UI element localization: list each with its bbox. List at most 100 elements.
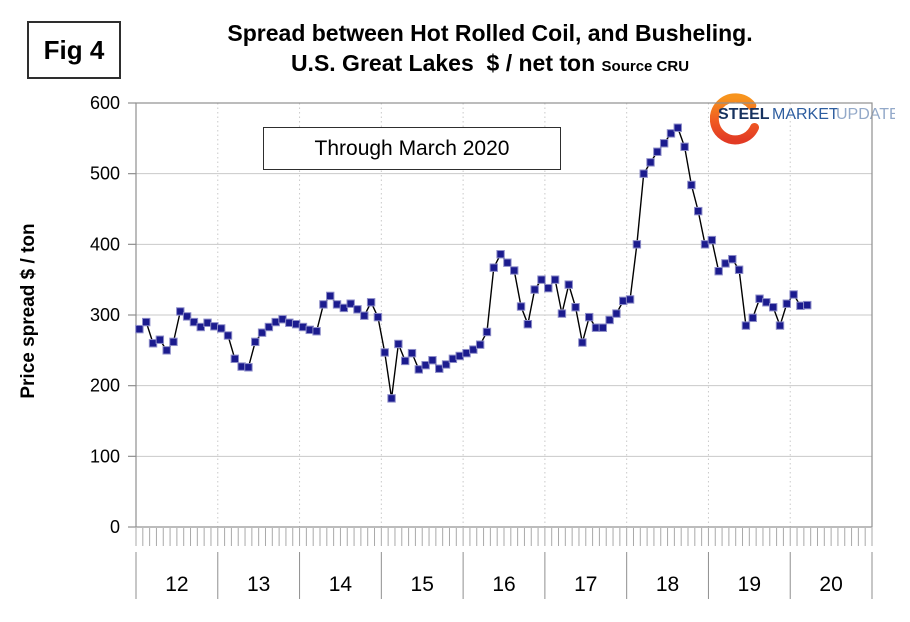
- data-point: [346, 299, 355, 308]
- data-point: [510, 266, 519, 275]
- data-point: [244, 363, 253, 372]
- y-axis-tick-label: 600: [90, 93, 120, 113]
- data-point: [148, 339, 158, 348]
- data-point: [707, 235, 717, 245]
- chart-title: Spread between Hot Rolled Coil, and Bush…: [120, 18, 860, 79]
- data-point: [803, 300, 812, 310]
- data-point: [482, 327, 492, 337]
- logo-ring-icon: [710, 93, 759, 145]
- data-point: [755, 294, 764, 303]
- data-point: [196, 322, 205, 332]
- y-axis-tick-label: 200: [90, 376, 120, 396]
- data-point: [305, 325, 314, 335]
- y-axis-tick-label: 100: [90, 446, 120, 466]
- data-point: [319, 300, 328, 309]
- data-point: [584, 312, 594, 322]
- data-point: [619, 296, 628, 306]
- x-axis-year-label: 12: [165, 573, 188, 596]
- chart-title-line2: U.S. Great Lakes $ / net ton Source CRU: [290, 50, 690, 77]
- through-note: Through March 2020: [314, 136, 510, 160]
- data-point: [210, 322, 219, 331]
- y-axis-tick-label: 300: [90, 305, 120, 325]
- data-point: [176, 307, 185, 316]
- data-point: [653, 147, 662, 156]
- data-point: [680, 142, 689, 152]
- data-point: [264, 322, 274, 332]
- y-axis-tick-label: 500: [90, 164, 120, 184]
- data-point: [598, 323, 608, 332]
- x-axis-year-label: 16: [492, 573, 515, 596]
- data-point: [782, 299, 792, 308]
- data-point: [400, 356, 410, 366]
- data-point: [251, 337, 260, 347]
- data-point: [775, 321, 785, 330]
- y-axis-tick-label: 0: [110, 517, 120, 537]
- data-point: [360, 311, 369, 320]
- data-point: [673, 123, 682, 132]
- data-point: [578, 338, 587, 347]
- data-point: [162, 346, 171, 355]
- chart-title-line1: Spread between Hot Rolled Coil, and Bush…: [227, 20, 753, 46]
- data-point: [135, 324, 144, 334]
- data-point: [435, 364, 444, 373]
- data-point: [428, 356, 437, 365]
- data-point: [407, 348, 417, 358]
- data-point: [142, 317, 151, 327]
- logo-word-steel: STEEL: [718, 106, 770, 123]
- data-point: [230, 354, 240, 364]
- data-point: [741, 321, 751, 330]
- data-point: [455, 351, 464, 361]
- data-point: [326, 291, 335, 301]
- data-point: [394, 339, 403, 349]
- data-point: [605, 315, 614, 325]
- data-point: [503, 258, 512, 267]
- logo-word-market: MARKET: [772, 106, 839, 123]
- data-point: [666, 129, 676, 138]
- chart-source-label: Source CRU: [601, 58, 690, 76]
- x-axis-year-label: 14: [329, 573, 353, 596]
- data-point: [748, 313, 757, 323]
- through-note-box: Through March 2020: [263, 127, 561, 170]
- data-point: [625, 295, 635, 304]
- data-point: [550, 275, 560, 284]
- data-point: [339, 303, 349, 313]
- data-point: [537, 275, 546, 284]
- y-axis-tick-label: 400: [90, 234, 120, 254]
- data-point: [462, 348, 471, 358]
- data-point: [475, 340, 485, 349]
- data-point: [530, 285, 539, 294]
- x-axis-year-label: 20: [819, 573, 842, 596]
- data-point: [714, 266, 723, 276]
- data-point: [216, 324, 226, 333]
- data-point: [421, 360, 430, 370]
- data-point: [496, 250, 505, 259]
- data-point: [721, 259, 730, 268]
- data-point: [285, 318, 294, 327]
- data-point: [523, 319, 533, 329]
- data-point: [469, 345, 478, 354]
- data-point: [687, 180, 696, 190]
- data-point: [189, 317, 199, 327]
- x-axis-year-label: 19: [738, 573, 761, 596]
- data-point: [789, 290, 798, 299]
- data-point: [223, 331, 233, 340]
- x-axis-year-label: 15: [411, 573, 434, 596]
- data-point: [516, 302, 526, 311]
- data-point: [169, 337, 178, 347]
- data-point: [312, 327, 321, 336]
- data-point: [441, 360, 451, 369]
- data-point: [373, 312, 383, 322]
- data-point: [646, 158, 655, 167]
- data-point: [414, 365, 424, 374]
- data-point: [155, 335, 165, 344]
- data-point: [612, 309, 621, 318]
- data-point: [291, 319, 301, 329]
- logo-word-update: UPDATE: [836, 106, 895, 123]
- y-axis-title: Price spread $ / ton: [18, 223, 39, 399]
- data-point: [257, 328, 267, 337]
- data-point: [203, 318, 212, 327]
- data-point: [448, 354, 458, 364]
- steel-market-update-logo: STEEL MARKET UPDATE: [710, 93, 895, 145]
